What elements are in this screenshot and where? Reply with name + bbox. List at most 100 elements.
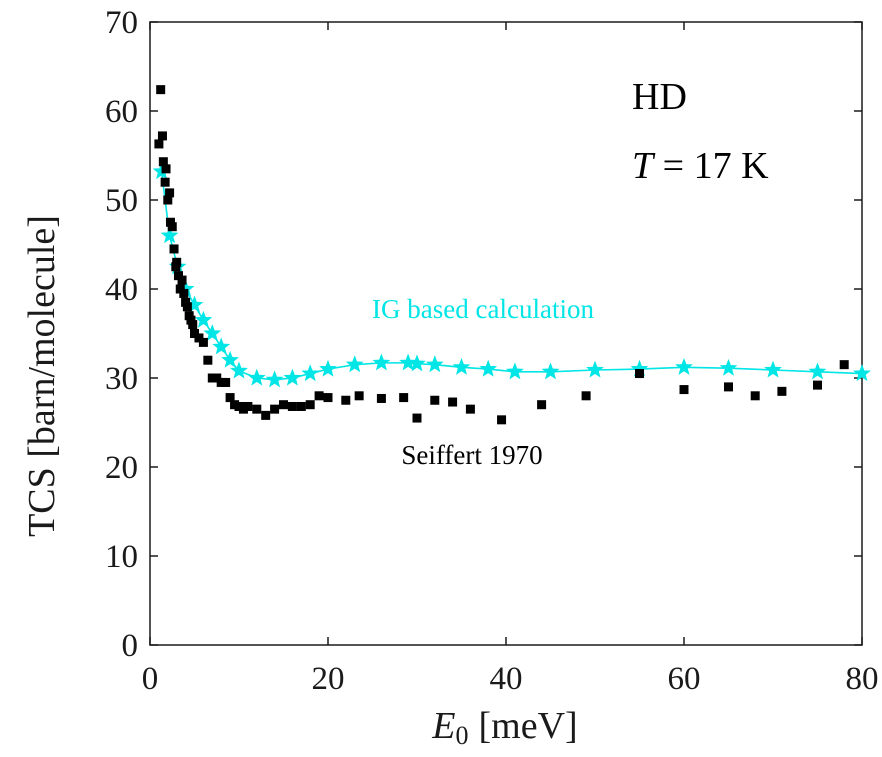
measurement-point-square bbox=[399, 393, 409, 403]
calculation-point-star bbox=[319, 359, 337, 377]
measurement-point-square bbox=[179, 288, 189, 298]
calculation-point-star bbox=[221, 350, 239, 368]
x-axis-subscript: 0 bbox=[456, 721, 469, 750]
y-tick-label: 40 bbox=[105, 272, 138, 308]
calculation-point-star bbox=[764, 360, 782, 378]
measurement-point-square bbox=[160, 177, 170, 187]
x-axis-label: E0 [meV] bbox=[431, 705, 577, 750]
y-tick-label: 0 bbox=[122, 628, 139, 664]
measurement-point-square bbox=[172, 257, 182, 267]
calculation-point-star bbox=[399, 353, 417, 371]
measurement-point-square bbox=[221, 377, 231, 387]
y-tick-label: 20 bbox=[105, 450, 138, 486]
measurement-point-square bbox=[154, 139, 164, 149]
measurement-point-square bbox=[635, 369, 644, 379]
calculation-point-star bbox=[479, 359, 498, 377]
calculation-point-star bbox=[345, 355, 364, 373]
measurement-point-square bbox=[252, 404, 262, 414]
measurement-point-square bbox=[448, 397, 458, 407]
calculation-point-star bbox=[506, 362, 524, 380]
measurement-point-square bbox=[177, 275, 187, 285]
measurement-point-square bbox=[203, 355, 213, 365]
plot-frame bbox=[149, 21, 863, 646]
measurement-point-square bbox=[341, 395, 351, 405]
measurement-point-square bbox=[169, 244, 179, 254]
calculation-point-star bbox=[853, 364, 871, 382]
measurement-point-square bbox=[305, 400, 315, 410]
x-tick-label: 60 bbox=[668, 661, 701, 697]
calculation-point-star bbox=[372, 353, 391, 371]
measurement-point-square bbox=[198, 337, 208, 347]
measurement-point-square bbox=[158, 157, 168, 167]
calculation-point-star bbox=[408, 354, 426, 372]
measurement-point-square bbox=[167, 222, 177, 232]
measurement-point-square bbox=[465, 404, 475, 414]
calculation-point-star bbox=[194, 310, 213, 328]
measurement-point-square bbox=[813, 380, 822, 390]
temperature-variable: T bbox=[632, 145, 656, 187]
x-tick-label: 0 bbox=[142, 661, 159, 697]
calculation-point-star bbox=[675, 357, 693, 375]
calculation-point-star bbox=[230, 361, 248, 379]
calculation-point-star bbox=[425, 355, 444, 373]
measurement-point-square bbox=[354, 391, 364, 401]
calculation-point-star bbox=[203, 324, 222, 342]
calculation-point-star bbox=[247, 368, 266, 386]
calculation-point-star bbox=[808, 362, 827, 380]
calculation-point-star bbox=[541, 362, 560, 380]
y-tick-label: 70 bbox=[105, 5, 138, 41]
x-tick-label: 20 bbox=[312, 661, 345, 697]
measurement-point-square bbox=[323, 393, 333, 403]
x-axis-variable: E bbox=[431, 705, 455, 747]
axes: 0 20 40 60 80 0 10 20 30 40 50 60 70 bbox=[105, 5, 879, 697]
measurement-point-square bbox=[777, 386, 787, 396]
sample-annotation: HD bbox=[632, 76, 687, 118]
measurement-point-square bbox=[839, 360, 849, 370]
calculation-point-star bbox=[452, 357, 471, 375]
measurement-point-square bbox=[412, 413, 422, 423]
measurement-point-square bbox=[243, 401, 253, 411]
measurement-point-square bbox=[679, 385, 689, 395]
measurement-point-square bbox=[163, 195, 173, 205]
y-axis-label: TCS [barn/molecule] bbox=[21, 215, 63, 537]
measurement-point-square bbox=[157, 131, 167, 141]
measurement-point-square bbox=[497, 415, 507, 425]
measurement-point-square bbox=[537, 400, 547, 410]
measurement-point-square bbox=[225, 393, 235, 403]
y-tick-label: 10 bbox=[105, 539, 138, 575]
calculation-point-star bbox=[265, 370, 284, 388]
measurement-point-square bbox=[376, 393, 386, 403]
measurement-point-square bbox=[287, 401, 297, 411]
calculation-point-star bbox=[160, 226, 179, 244]
measurement-point-square bbox=[270, 404, 280, 414]
calculation-series bbox=[152, 162, 871, 388]
measurement-point-square bbox=[279, 400, 288, 410]
measurement-point-square bbox=[724, 382, 733, 392]
y-tick-label: 30 bbox=[105, 361, 138, 397]
y-tick-label: 60 bbox=[105, 94, 138, 130]
calculation-point-star bbox=[586, 360, 604, 378]
measurement-point-square bbox=[750, 391, 760, 401]
measurement-series bbox=[154, 85, 849, 425]
measurement-point-square bbox=[156, 85, 166, 95]
calculation-series-label: IG based calculation bbox=[372, 294, 594, 324]
calculation-point-star bbox=[719, 358, 738, 376]
temperature-value: = 17 K bbox=[653, 145, 769, 187]
calculation-point-star bbox=[301, 364, 320, 382]
measurement-point-square bbox=[296, 401, 306, 411]
measurement-point-square bbox=[581, 391, 591, 401]
measurement-point-square bbox=[165, 188, 175, 198]
measurement-series-label: Seiffert 1970 bbox=[401, 440, 542, 470]
measurement-point-square bbox=[188, 320, 198, 330]
labels: TCS [barn/molecule] E0 [meV] HD T = 17 K … bbox=[21, 76, 769, 750]
x-tick-label: 40 bbox=[490, 661, 523, 697]
measurement-point-square bbox=[314, 391, 324, 401]
calculation-curve bbox=[160, 171, 863, 381]
measurement-point-square bbox=[430, 395, 440, 405]
measurement-point-square bbox=[261, 410, 271, 420]
x-tick-label: 80 bbox=[846, 661, 879, 697]
calculation-point-star bbox=[283, 368, 302, 386]
measurement-point-square bbox=[161, 164, 171, 174]
